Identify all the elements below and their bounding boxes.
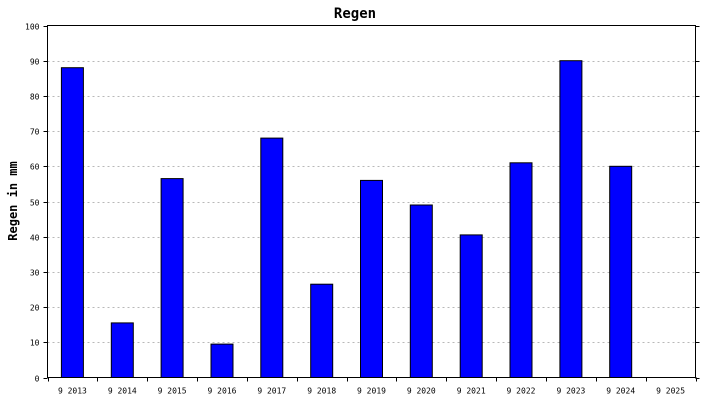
bar (110, 322, 134, 378)
bar (210, 343, 234, 379)
y-tick-label: 90 (30, 58, 40, 67)
y-axis-label: Regen in mm (6, 161, 20, 240)
y-tick-label: 10 (30, 339, 40, 348)
bar (360, 179, 383, 378)
x-tick-label: 9 2015 (158, 387, 187, 396)
x-axis: 9 2013 9 2014 9 2015 9 2016 9 2017 9 2018 9 20… (48, 377, 697, 396)
x-tick-label: 9 2020 (407, 387, 436, 396)
bar (459, 234, 483, 378)
x-tick-label: 9 2025 (656, 387, 685, 396)
bars-layer (60, 60, 633, 379)
bar (509, 162, 533, 378)
x-tick-label: 9 2021 (457, 387, 486, 396)
grid-layer (47, 61, 696, 343)
y-tick-label: 100 (25, 23, 40, 32)
y-tick-label: 0 (35, 375, 40, 384)
x-tick-label: 9 2017 (257, 387, 286, 396)
bar (160, 178, 184, 378)
bar (310, 283, 334, 379)
x-tick-label: 9 2014 (108, 387, 137, 396)
x-tick-label: 9 2016 (208, 387, 237, 396)
y-tick-label: 60 (30, 163, 40, 172)
y-tick-label: 80 (30, 93, 40, 102)
x-tick-label: 9 2023 (556, 387, 585, 396)
x-tick-label: 9 2018 (307, 387, 336, 396)
y-tick-label: 50 (30, 199, 40, 208)
y-tick-label: 30 (30, 269, 40, 278)
x-tick-label: 9 2019 (357, 387, 386, 396)
plot-frame (47, 25, 696, 378)
x-tick-label: 9 2022 (507, 387, 536, 396)
y-tick-label: 20 (30, 304, 40, 313)
bar (60, 67, 84, 378)
bar (260, 137, 284, 378)
x-tick-label: 9 2024 (606, 387, 635, 396)
bar (609, 165, 633, 378)
bar (559, 60, 583, 378)
x-tick-label: 9 2013 (58, 387, 87, 396)
bar (409, 204, 433, 378)
y-tick-label: 70 (30, 128, 40, 137)
chart-title: Regen (334, 6, 376, 22)
y-axis: 0 10 20 30 40 50 60 70 80 90 100 (25, 23, 700, 384)
y-tick-label: 40 (30, 234, 40, 243)
